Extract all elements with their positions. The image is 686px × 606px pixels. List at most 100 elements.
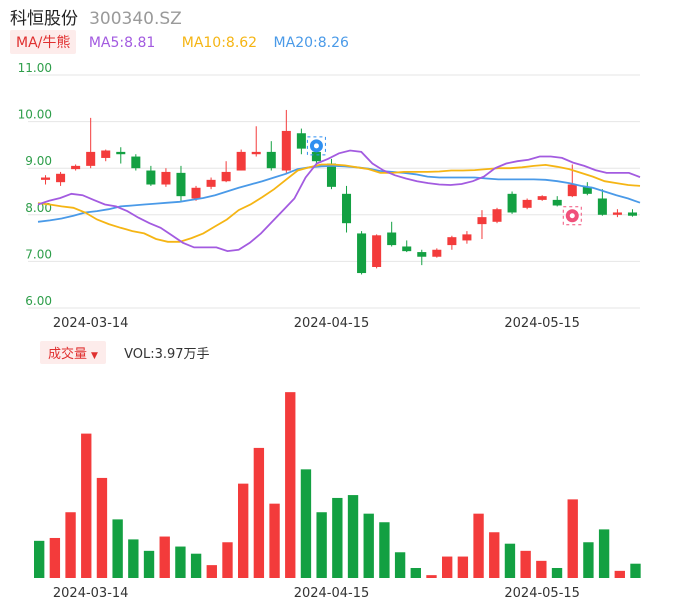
snowflake-badge-icon[interactable] (306, 136, 326, 156)
volume-indicator-label: 成交量 (48, 347, 88, 362)
volume-legend: 成交量 ▼ VOL:3.97万手 (40, 341, 210, 364)
volume-bar (363, 513, 374, 578)
candle-body (71, 165, 81, 170)
x-tick-label: 2024-04-15 (294, 316, 370, 331)
x-tick-label: 2024-03-14 (53, 316, 129, 331)
candle-body (221, 171, 231, 182)
volume-indicator-button[interactable]: 成交量 ▼ (40, 341, 106, 364)
candle-body (41, 177, 51, 180)
volume-bar (65, 512, 76, 578)
candle-body (146, 170, 156, 185)
event-markers[interactable] (306, 136, 582, 226)
volume-bar (473, 513, 484, 578)
volume-bar (379, 522, 390, 578)
candle-body (387, 232, 397, 246)
candle-body (161, 171, 171, 185)
stock-name: 科恒股份 (10, 9, 78, 29)
candle (507, 191, 517, 214)
candle (627, 209, 637, 217)
ma5-line (37, 149, 641, 253)
x-tick-label: 2024-05-15 (504, 316, 580, 331)
volume-bar (253, 447, 265, 578)
volume-bar (112, 519, 123, 578)
candle (296, 128, 306, 155)
moving-average-lines (37, 149, 641, 253)
ma20-line (37, 164, 641, 223)
volume-bar (347, 495, 359, 578)
volume-bars (34, 392, 641, 578)
candle (417, 249, 427, 266)
candle (236, 149, 246, 171)
ma-legend: MA/牛熊 MA5:8.81 MA10:8.62 MA20:8.26 (10, 30, 349, 54)
price-x-axis: 2024-03-14 2024-04-15 2024-05-15 (53, 316, 580, 331)
volume-bar (175, 546, 186, 578)
candle (387, 221, 397, 247)
y-tick-label: 7.00 (25, 247, 52, 261)
candle (266, 141, 276, 171)
x-tick-label: 2024-05-15 (504, 586, 580, 601)
candle (131, 154, 141, 171)
volume-bar (489, 532, 500, 578)
candle (86, 117, 96, 169)
ma5-value: MA5:8.81 (88, 35, 156, 51)
candle-body (447, 237, 457, 246)
volume-bar (316, 512, 327, 578)
candle-body (86, 151, 96, 166)
candle (56, 171, 66, 186)
candle (326, 158, 336, 190)
candle (552, 196, 562, 207)
candle-body (311, 151, 321, 162)
marker-frame (306, 136, 326, 156)
candle (357, 231, 367, 275)
candle-body (266, 151, 276, 169)
candle-body (462, 234, 472, 241)
candle-body (567, 184, 577, 197)
ma-toggle-button[interactable]: MA/牛熊 (10, 30, 77, 54)
candle-body (357, 233, 367, 274)
cow-badge-icon[interactable] (562, 206, 582, 226)
volume-bar (206, 565, 217, 578)
volume-bar (394, 552, 406, 578)
candle-body (597, 198, 607, 215)
candle-body (627, 212, 637, 216)
marker-dot-center (313, 143, 319, 149)
candle (522, 198, 532, 210)
volume-bar (285, 392, 296, 578)
candle-body (522, 199, 532, 208)
candle (41, 175, 51, 185)
marker-dot-center (569, 213, 575, 219)
volume-bar (442, 556, 453, 578)
candle (477, 210, 487, 240)
candle-body (492, 209, 502, 222)
candle (116, 147, 126, 164)
candle-body (176, 172, 186, 197)
volume-value: VOL:3.97万手 (124, 347, 210, 362)
candle-body (236, 151, 246, 171)
candle (146, 165, 156, 186)
volume-bar (222, 542, 233, 578)
caret-down-icon: ▼ (91, 351, 98, 361)
volume-bar (598, 529, 610, 578)
volume-bar (536, 560, 547, 578)
candle-body (131, 156, 141, 169)
x-tick-label: 2024-04-15 (294, 586, 370, 601)
x-tick-label: 2024-03-14 (53, 586, 129, 601)
ma10-value: MA10:8.62 (181, 35, 258, 51)
candle (432, 248, 442, 258)
volume-bar (34, 540, 45, 578)
candle (447, 235, 457, 250)
candle (462, 231, 472, 244)
volume-bar (238, 483, 249, 578)
y-tick-label: 6.00 (25, 294, 52, 308)
volume-bar (190, 553, 202, 578)
volume-bar (143, 550, 155, 578)
candle (342, 185, 352, 233)
volume-bar (520, 550, 531, 578)
candle-body (191, 187, 201, 199)
candle (101, 149, 111, 162)
volume-bar (504, 543, 516, 578)
candle-body (372, 235, 382, 267)
candle (71, 164, 81, 171)
